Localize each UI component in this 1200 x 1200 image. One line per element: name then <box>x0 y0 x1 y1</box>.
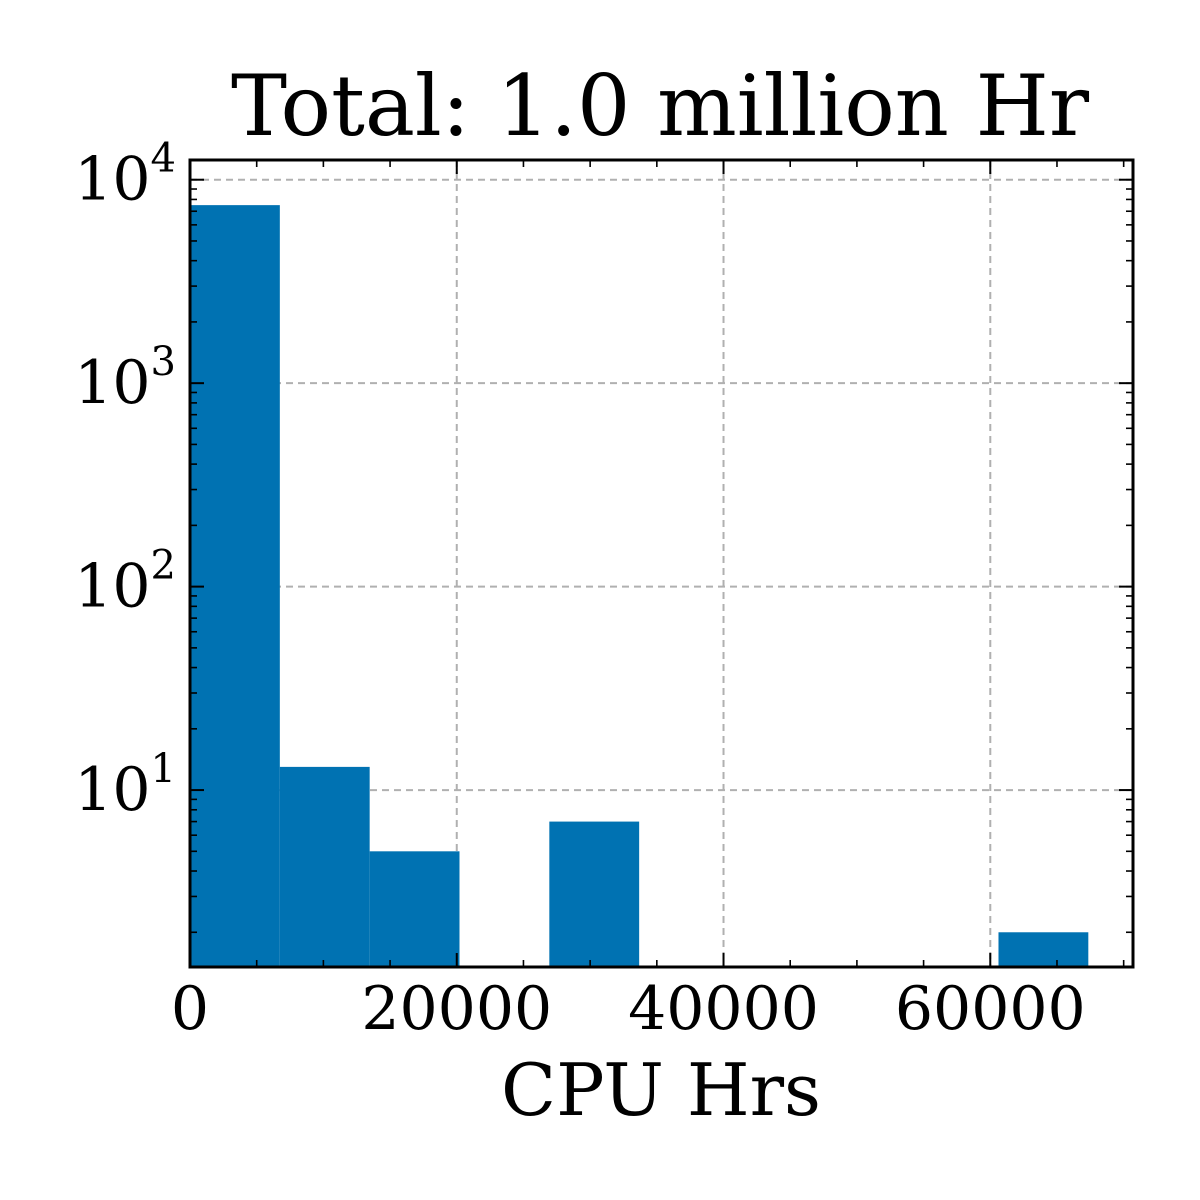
histogram-bar <box>998 932 1089 967</box>
histogram-bar <box>279 766 370 967</box>
bars-layer <box>190 205 1089 967</box>
x-tick-label: 40000 <box>628 974 819 1044</box>
x-tick-label: 0 <box>171 974 209 1044</box>
y-tick-label: 101 <box>74 746 176 825</box>
x-axis-label: CPU Hrs <box>501 1048 821 1132</box>
labels-layer: 0 20000 40000 60000 101 102 103 104 <box>74 136 1086 1044</box>
chart-title: Total: 1.0 million Hr <box>231 57 1090 155</box>
y-tick-label: 104 <box>74 136 176 215</box>
plot-frame <box>188 158 1135 969</box>
x-tick-label: 60000 <box>895 974 1086 1044</box>
grid-layer <box>189 160 1133 967</box>
histogram-bar <box>369 851 460 967</box>
histogram-bar <box>190 205 280 967</box>
y-tick-label: 103 <box>74 339 176 418</box>
y-tick-label: 102 <box>74 543 176 622</box>
x-tick-label: 20000 <box>361 974 552 1044</box>
histogram-bar <box>549 821 640 967</box>
